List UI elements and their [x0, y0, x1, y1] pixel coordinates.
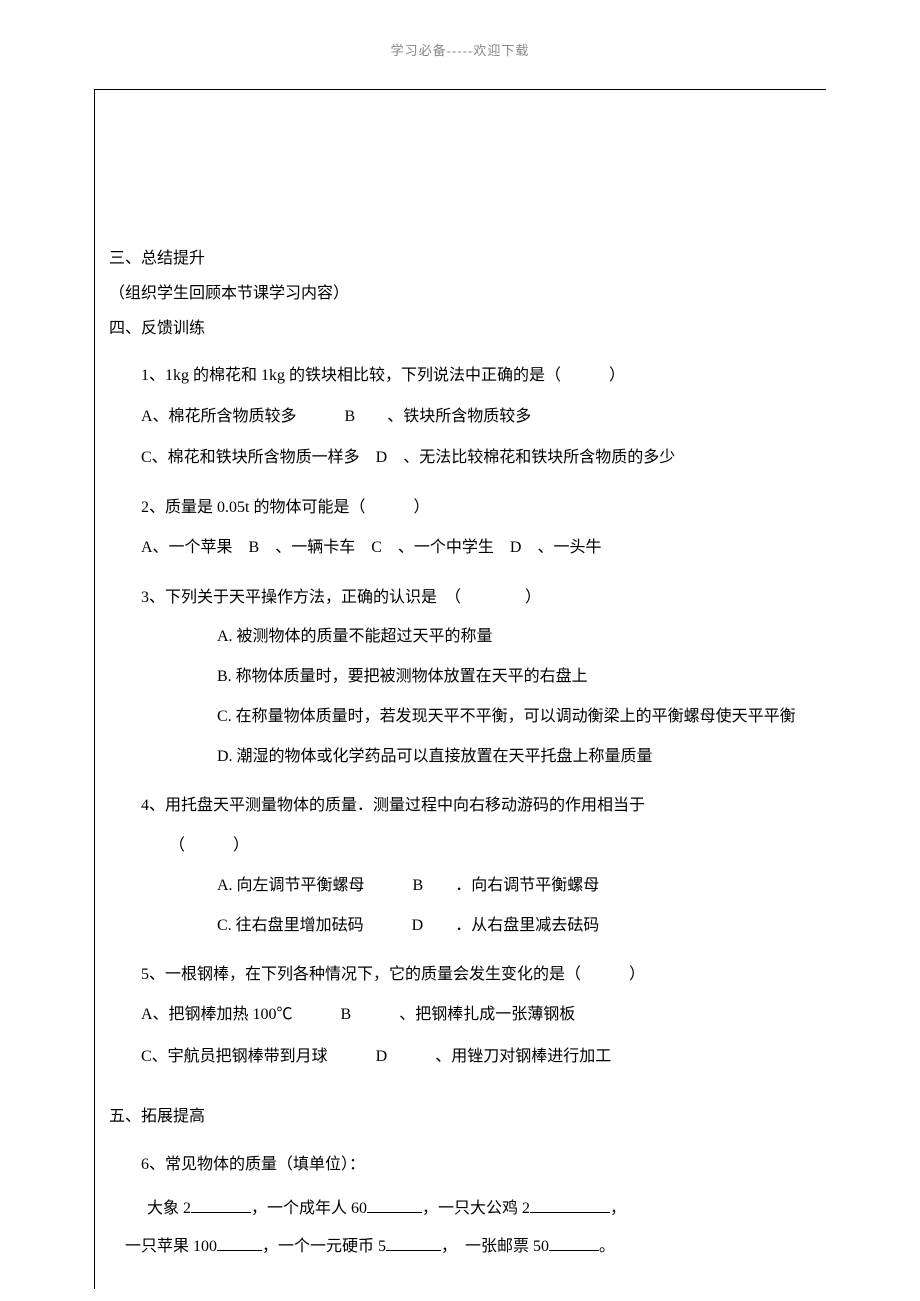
q6-l2-a: 一只苹果 100: [125, 1238, 217, 1255]
q4-opts-cd: C. 往右盘里增加砝码 D ．从右盘里减去砝码: [217, 910, 806, 942]
blank-rooster: [530, 1197, 610, 1213]
page-header: 学习必备-----欢迎下载: [0, 0, 920, 59]
blank-stamp: [549, 1235, 599, 1251]
q1-opts-cd: C、棉花和铁块所含物质一样多 D 、无法比较棉花和铁块所含物质的多少: [141, 441, 806, 475]
q1-opts-ab: A、棉花所含物质较多 B 、铁块所含物质较多: [141, 400, 806, 434]
section5-title: 五、拓展提高: [109, 1103, 806, 1132]
q5-opts-cd: C、宇航员把钢棒带到月球 D 、用锉刀对钢棒进行加工: [141, 1040, 806, 1074]
q2-opts: A、一个苹果 B 、一辆卡车 C 、一个中学生 D 、一头牛: [141, 531, 806, 565]
q6-l2-d: 。: [599, 1238, 615, 1255]
q6-l2-c: ， 一张邮票 50: [441, 1238, 549, 1255]
q6-l1-a: 大象 2: [147, 1200, 191, 1217]
q3-stem: 3、下列关于天平操作方法，正确的认识是 （ ）: [141, 583, 806, 613]
q3-optD: D. 潮湿的物体或化学药品可以直接放置在天平托盘上称量质量: [217, 741, 806, 773]
q6-l1-c: ，一只大公鸡 2: [422, 1200, 530, 1217]
q4-stem: 4、用托盘天平测量物体的质量．测量过程中向右移动游码的作用相当于: [141, 791, 806, 821]
section4-title: 四、反馈训练: [109, 315, 806, 344]
q3-optA: A. 被测物体的质量不能超过天平的称量: [217, 621, 806, 653]
q6-line1: 大象 2 ，一个成年人 60 ，一只大公鸡 2 ，: [147, 1193, 806, 1225]
section3-title: 三、总结提升: [109, 245, 806, 274]
blank-coin: [386, 1235, 441, 1251]
q6-l1-b: ，一个成年人 60: [251, 1200, 367, 1217]
blank-adult: [367, 1197, 422, 1213]
q3-optC: C. 在称量物体质量时，若发现天平不平衡，可以调动衡梁上的平衡螺母使天平平衡: [217, 701, 806, 733]
q5-opts-ab: A、把钢棒加热 100℃ B 、把钢棒扎成一张薄钢板: [141, 998, 806, 1032]
q6-stem: 6、常见物体的质量（填单位）：: [141, 1150, 806, 1180]
q6-l2-b: ，一个一元硬币 5: [262, 1238, 386, 1255]
q6-l1-d: ，: [610, 1200, 626, 1217]
q4-paren: （ ）: [169, 830, 806, 862]
q1-stem: 1、1kg 的棉花和 1kg 的铁块相比较，下列说法中正确的是（ ）: [141, 361, 806, 391]
q2-stem: 2、质量是 0.05t 的物体可能是（ ）: [141, 493, 806, 523]
q6-line2: 一只苹果 100 ，一个一元硬币 5 ， 一张邮票 50 。: [125, 1231, 806, 1263]
q3-optB: B. 称物体质量时，要把被测物体放置在天平的右盘上: [217, 661, 806, 693]
q4-opts-ab: A. 向左调节平衡螺母 B ．向右调节平衡螺母: [217, 870, 806, 902]
section3-subtitle: （组织学生回顾本节课学习内容）: [109, 280, 806, 309]
content-box: 三、总结提升 （组织学生回顾本节课学习内容） 四、反馈训练 1、1kg 的棉花和…: [94, 89, 826, 1289]
blank-elephant: [191, 1197, 251, 1213]
blank-apple: [217, 1235, 262, 1251]
q5-stem: 5、一根钢棒，在下列各种情况下，它的质量会发生变化的是（ ）: [141, 960, 806, 990]
